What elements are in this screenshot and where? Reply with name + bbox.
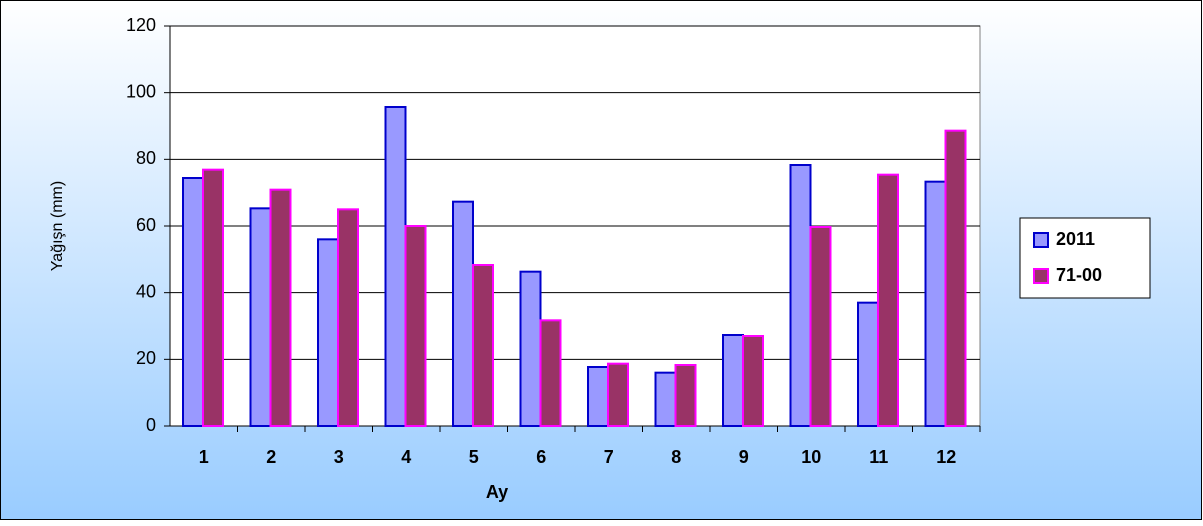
y-tick-label: 0 (146, 415, 156, 435)
bar (404, 225, 427, 427)
y-tick-label: 80 (136, 148, 156, 168)
bar (924, 180, 947, 427)
x-tick-label: 9 (739, 447, 749, 467)
bar (607, 362, 629, 427)
y-tick-label: 60 (136, 215, 156, 235)
bar (317, 238, 339, 427)
x-tick-label: 7 (604, 447, 614, 467)
bar (472, 264, 494, 427)
bar (249, 207, 272, 427)
bar (877, 173, 899, 427)
y-tick-label: 120 (126, 15, 156, 35)
bar (857, 301, 879, 427)
legend-swatch (1033, 268, 1049, 284)
x-tick-label: 5 (469, 447, 479, 467)
x-tick-label: 8 (671, 447, 681, 467)
x-tick-label: 12 (936, 447, 956, 467)
x-tick-label: 2 (266, 447, 276, 467)
bar (654, 371, 677, 427)
legend-label: 2011 (1056, 229, 1095, 249)
bar (809, 226, 832, 427)
x-tick-label: 6 (536, 447, 546, 467)
bar (674, 364, 697, 427)
x-tick-label: 1 (199, 447, 209, 467)
x-tick-label: 3 (334, 447, 344, 467)
y-axis-title: Yağışn (mm) (49, 181, 66, 271)
x-tick-label: 11 (869, 447, 888, 467)
bar (587, 366, 609, 427)
x-axis-title: Ay (486, 482, 508, 502)
bar (384, 106, 407, 427)
x-tick-label: 4 (401, 447, 411, 467)
legend-swatch (1033, 232, 1049, 248)
bar (519, 270, 542, 427)
bar (944, 129, 967, 428)
bar (742, 335, 764, 427)
bar (182, 177, 204, 427)
legend (1019, 217, 1151, 299)
legend-label: 71-00 (1056, 265, 1102, 285)
y-tick-label: 40 (136, 281, 156, 301)
bar (202, 168, 224, 428)
y-tick-label: 100 (126, 81, 156, 101)
bar (337, 208, 359, 427)
bar (722, 334, 744, 427)
bar (452, 200, 474, 427)
bar (269, 188, 292, 427)
bar (789, 164, 812, 427)
bar (539, 319, 562, 428)
x-tick-label: 10 (801, 447, 821, 467)
y-tick-label: 20 (136, 348, 156, 368)
